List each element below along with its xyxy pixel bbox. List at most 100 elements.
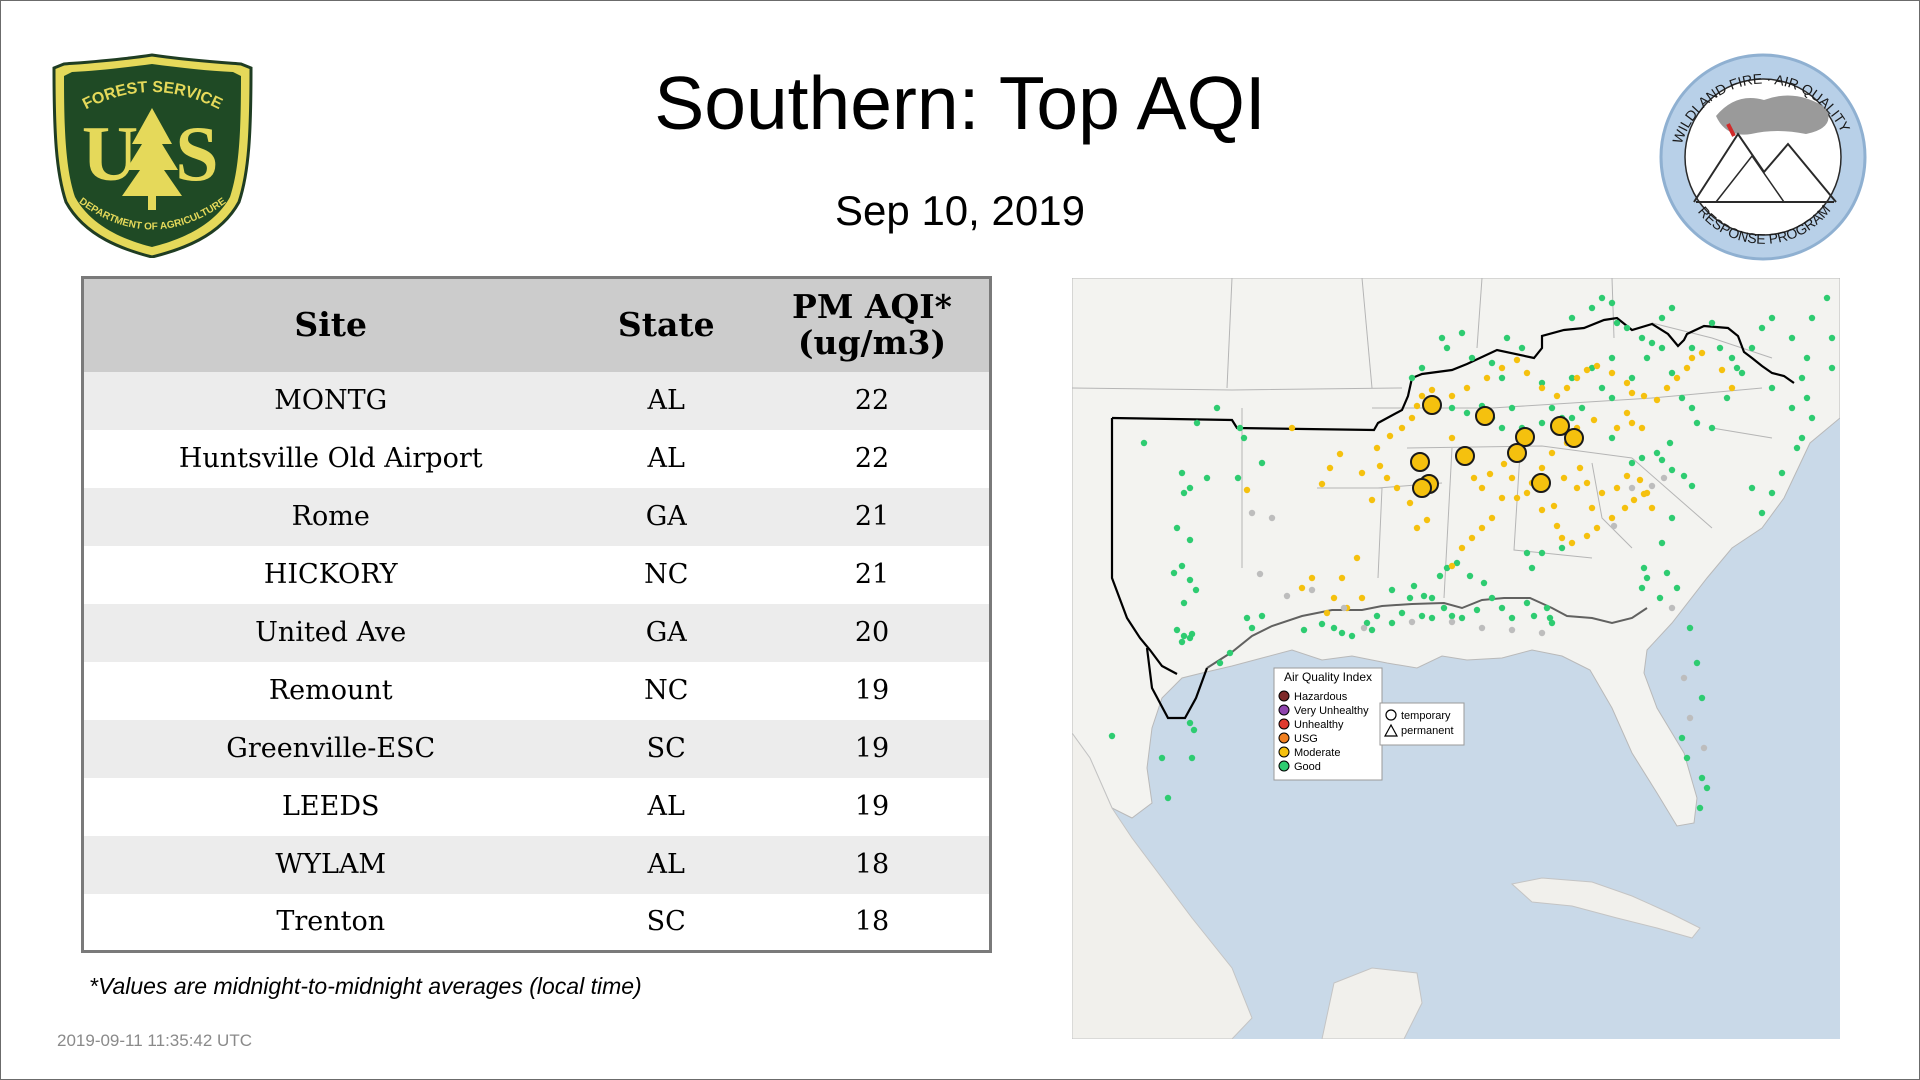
good-marker <box>1608 434 1616 442</box>
good-marker <box>1458 329 1466 337</box>
good-marker <box>1436 572 1444 580</box>
good-marker <box>1538 419 1546 427</box>
good-marker <box>1558 544 1566 552</box>
no-data-marker <box>1283 592 1291 600</box>
good-marker <box>1688 482 1696 490</box>
no-data-marker <box>1680 674 1688 682</box>
good-marker <box>1758 509 1766 517</box>
no-data-marker <box>1340 604 1348 612</box>
cell-state: NC <box>577 661 755 720</box>
good-marker <box>1140 439 1148 447</box>
moderate-marker <box>1483 374 1491 382</box>
cell-site: WYLAM <box>82 835 578 894</box>
good-marker <box>1373 612 1381 620</box>
good-marker <box>1468 354 1476 362</box>
good-marker <box>1523 599 1531 607</box>
cell-aqi: 21 <box>754 487 991 546</box>
moderate-marker <box>1628 389 1636 397</box>
good-marker <box>1668 514 1676 522</box>
good-marker <box>1236 424 1244 432</box>
good-marker <box>1173 626 1181 634</box>
good-marker <box>1693 659 1701 667</box>
cell-aqi: 22 <box>754 429 991 488</box>
good-marker <box>1598 384 1606 392</box>
no-data-marker <box>1268 514 1276 522</box>
moderate-marker <box>1623 409 1631 417</box>
good-marker <box>1693 419 1701 427</box>
good-marker <box>1498 604 1506 612</box>
good-marker <box>1300 626 1308 634</box>
moderate-marker <box>1298 584 1306 592</box>
good-marker <box>1678 394 1686 402</box>
moderate-marker <box>1398 424 1406 432</box>
good-marker <box>1410 582 1418 590</box>
table-row: MONTG AL 22 <box>82 371 991 430</box>
table-row: Remount NC 19 <box>82 661 991 720</box>
moderate-marker <box>1630 496 1638 504</box>
good-marker <box>1598 294 1606 302</box>
good-marker <box>1443 564 1451 572</box>
good-marker <box>1440 604 1448 612</box>
good-marker <box>1186 576 1194 584</box>
top-site-marker <box>1507 443 1527 463</box>
cell-state: NC <box>577 545 755 604</box>
moderate-marker <box>1406 499 1414 507</box>
cell-state: AL <box>577 429 755 488</box>
good-marker <box>1758 324 1766 332</box>
good-marker <box>1653 449 1661 457</box>
good-marker <box>1733 364 1741 372</box>
good-marker <box>1548 619 1556 627</box>
timestamp: 2019-09-11 11:35:42 UTC <box>57 1031 252 1050</box>
good-marker <box>1164 794 1172 802</box>
good-marker <box>1443 344 1451 352</box>
moderate-marker <box>1583 366 1591 374</box>
no-data-marker <box>1448 618 1456 626</box>
cell-aqi: 18 <box>754 893 991 952</box>
top-site-marker <box>1475 406 1495 426</box>
good-marker <box>1803 354 1811 362</box>
good-marker <box>1688 404 1696 412</box>
moderate-marker <box>1653 396 1661 404</box>
moderate-marker <box>1598 489 1606 497</box>
cell-state: GA <box>577 487 755 546</box>
moderate-marker <box>1513 494 1521 502</box>
legend-swatch <box>1278 760 1290 772</box>
good-marker <box>1418 612 1426 620</box>
top-site-marker <box>1531 473 1551 493</box>
good-marker <box>1458 614 1466 622</box>
moderate-marker <box>1593 524 1601 532</box>
good-marker <box>1463 409 1471 417</box>
moderate-marker <box>1458 544 1466 552</box>
moderate-marker <box>1583 479 1591 487</box>
good-marker <box>1248 624 1256 632</box>
good-marker <box>1643 574 1651 582</box>
good-marker <box>1716 344 1724 352</box>
good-marker <box>1180 632 1188 640</box>
good-marker <box>1728 354 1736 362</box>
table-row: United Ave GA 20 <box>82 603 991 662</box>
good-marker <box>1628 459 1636 467</box>
good-marker <box>1638 334 1646 342</box>
good-marker <box>1188 754 1196 762</box>
moderate-marker <box>1478 484 1486 492</box>
legend-swatch <box>1278 690 1290 702</box>
moderate-marker <box>1683 364 1691 372</box>
map-land <box>1072 278 1840 827</box>
cell-site: Trenton <box>82 893 578 952</box>
no-data-marker <box>1660 474 1668 482</box>
moderate-marker <box>1330 594 1338 602</box>
moderate-marker <box>1373 444 1381 452</box>
moderate-marker <box>1573 374 1581 382</box>
monitor-markers <box>1108 294 1836 812</box>
no-data-marker <box>1648 482 1656 490</box>
moderate-marker <box>1608 369 1616 377</box>
good-marker <box>1192 586 1200 594</box>
moderate-marker <box>1623 379 1631 387</box>
good-marker <box>1703 784 1711 792</box>
good-marker <box>1408 374 1416 382</box>
good-marker <box>1546 614 1554 622</box>
good-marker <box>1530 612 1538 620</box>
moderate-marker <box>1408 414 1416 422</box>
no-data-marker <box>1478 624 1486 632</box>
moderate-marker <box>1573 484 1581 492</box>
